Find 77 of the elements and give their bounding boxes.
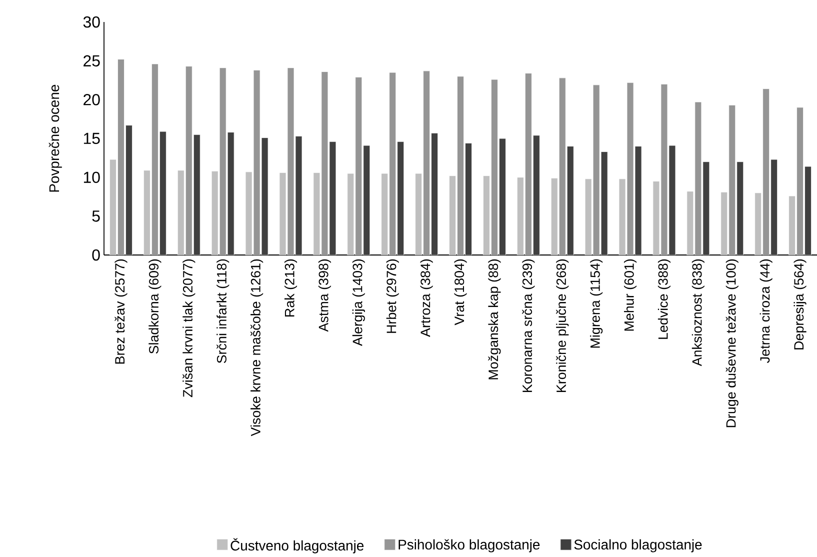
x-tick-label: Sladkorna (609) — [148, 259, 162, 354]
y-axis-title: Povprečne ocene — [48, 84, 62, 192]
x-tick-label: Ledvice (388) — [658, 259, 670, 339]
bar — [524, 73, 532, 255]
bar — [736, 162, 744, 255]
bar — [389, 72, 396, 255]
x-tick-label: Možganska kap (88) — [488, 259, 501, 380]
bar — [499, 138, 506, 255]
bar — [227, 132, 234, 255]
x-tick-label: Vrat (1804) — [454, 259, 467, 326]
bar — [788, 196, 796, 255]
bar — [381, 173, 388, 255]
bar — [423, 70, 430, 255]
bar — [804, 166, 812, 255]
bar — [159, 131, 166, 255]
bar — [550, 178, 558, 255]
x-tick-label: Kronične pljučne (268) — [556, 259, 569, 392]
bar — [363, 145, 370, 255]
bar — [532, 135, 540, 255]
bar — [796, 107, 804, 255]
x-tick-label: Alergija (1403) — [352, 259, 365, 346]
y-tick-label: 20 — [84, 94, 100, 106]
bar — [219, 68, 226, 255]
x-tick-label: Brez težav (2577) — [114, 259, 128, 364]
y-tick-label: 10 — [84, 172, 100, 183]
bar — [126, 125, 132, 255]
y-tick-label: 25 — [84, 55, 100, 66]
bar — [702, 162, 710, 255]
bar — [397, 141, 404, 255]
legend-label: Čustveno blagostanje — [230, 538, 364, 554]
bar — [143, 170, 150, 255]
legend-label: Socialno blagostanje — [574, 539, 702, 552]
bar — [566, 146, 574, 255]
x-tick-label: Visoke krvne maščobe (1261) — [250, 259, 264, 436]
x-tick-label: Srčni infarkt (118) — [216, 259, 230, 364]
y-tick-label: 30 — [83, 16, 100, 28]
bar — [491, 79, 498, 255]
x-tick-label: Mehur (601) — [624, 259, 637, 331]
x-tick-label: Depresija (564) — [794, 259, 806, 350]
x-tick-label: Zvišan krvni tlak (2077) — [182, 259, 196, 398]
x-tick-label: Hrbet (2976) — [386, 259, 399, 333]
bar — [355, 76, 362, 255]
bar — [686, 191, 694, 255]
bar — [177, 170, 184, 255]
x-tick-label: Koronarna srčna (239) — [522, 259, 535, 392]
bar — [347, 173, 354, 255]
bar — [449, 176, 456, 255]
bar — [110, 159, 116, 255]
bar — [431, 132, 438, 255]
x-tick-label: Migrena (1154) — [590, 259, 603, 348]
x-tick-label: Astma (398) — [318, 259, 331, 332]
x-tick-label: Jetrna ciroza (44) — [760, 259, 772, 363]
bar — [694, 102, 702, 255]
bar — [118, 59, 124, 255]
y-tick-label: 5 — [92, 210, 100, 222]
bar — [728, 104, 736, 255]
bar — [465, 142, 472, 255]
bar — [483, 176, 490, 255]
bar — [762, 88, 770, 255]
x-tick-label: Druge duševne težave (100) — [726, 259, 738, 428]
x-tick-label: Rak (213) — [284, 259, 297, 316]
bar — [770, 159, 778, 255]
y-tick-label: 0 — [92, 249, 100, 261]
bar — [754, 192, 762, 255]
bar — [720, 192, 728, 255]
bar — [185, 66, 192, 255]
x-tick-label: Artroza (384) — [420, 259, 433, 337]
bar — [415, 173, 422, 255]
bar — [558, 78, 566, 255]
legend-label: Psihološko blagostanje — [398, 539, 540, 552]
bar — [516, 177, 524, 255]
bar — [457, 76, 464, 255]
bar — [151, 64, 158, 255]
y-tick-label: 15 — [84, 132, 100, 144]
bar — [193, 134, 200, 255]
x-tick-label: Anksioznost (838) — [692, 259, 704, 366]
bar — [211, 170, 218, 255]
